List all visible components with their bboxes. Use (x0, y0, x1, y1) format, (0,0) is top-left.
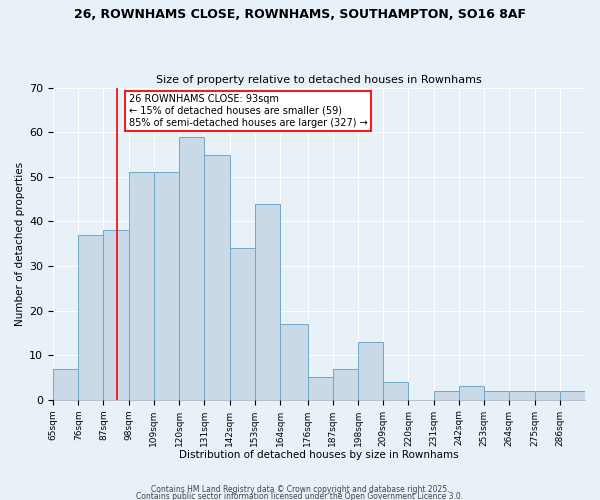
Bar (53, 368, 78, 400)
Bar (205, 154, 230, 400)
Y-axis label: Number of detached properties: Number of detached properties (15, 162, 25, 326)
Bar (459, 386, 484, 400)
Bar (434, 391, 459, 400)
Bar (128, 172, 154, 400)
Bar (154, 172, 179, 400)
Bar (358, 342, 383, 400)
Bar (535, 391, 560, 400)
Bar (230, 248, 255, 400)
Text: Contains public sector information licensed under the Open Government Licence 3.: Contains public sector information licen… (136, 492, 464, 500)
Bar (560, 391, 585, 400)
Bar (308, 378, 333, 400)
Text: Contains HM Land Registry data © Crown copyright and database right 2025.: Contains HM Land Registry data © Crown c… (151, 486, 449, 494)
Bar (78, 235, 103, 400)
Bar (333, 368, 358, 400)
Bar (255, 204, 280, 400)
Text: 26 ROWNHAMS CLOSE: 93sqm
← 15% of detached houses are smaller (59)
85% of semi-d: 26 ROWNHAMS CLOSE: 93sqm ← 15% of detach… (128, 94, 367, 128)
Bar (280, 324, 308, 400)
Bar (179, 136, 205, 400)
Bar (103, 230, 128, 400)
Title: Size of property relative to detached houses in Rownhams: Size of property relative to detached ho… (156, 76, 482, 86)
Bar (509, 391, 535, 400)
X-axis label: Distribution of detached houses by size in Rownhams: Distribution of detached houses by size … (179, 450, 459, 460)
Bar (383, 382, 409, 400)
Text: 26, ROWNHAMS CLOSE, ROWNHAMS, SOUTHAMPTON, SO16 8AF: 26, ROWNHAMS CLOSE, ROWNHAMS, SOUTHAMPTO… (74, 8, 526, 20)
Bar (484, 391, 509, 400)
